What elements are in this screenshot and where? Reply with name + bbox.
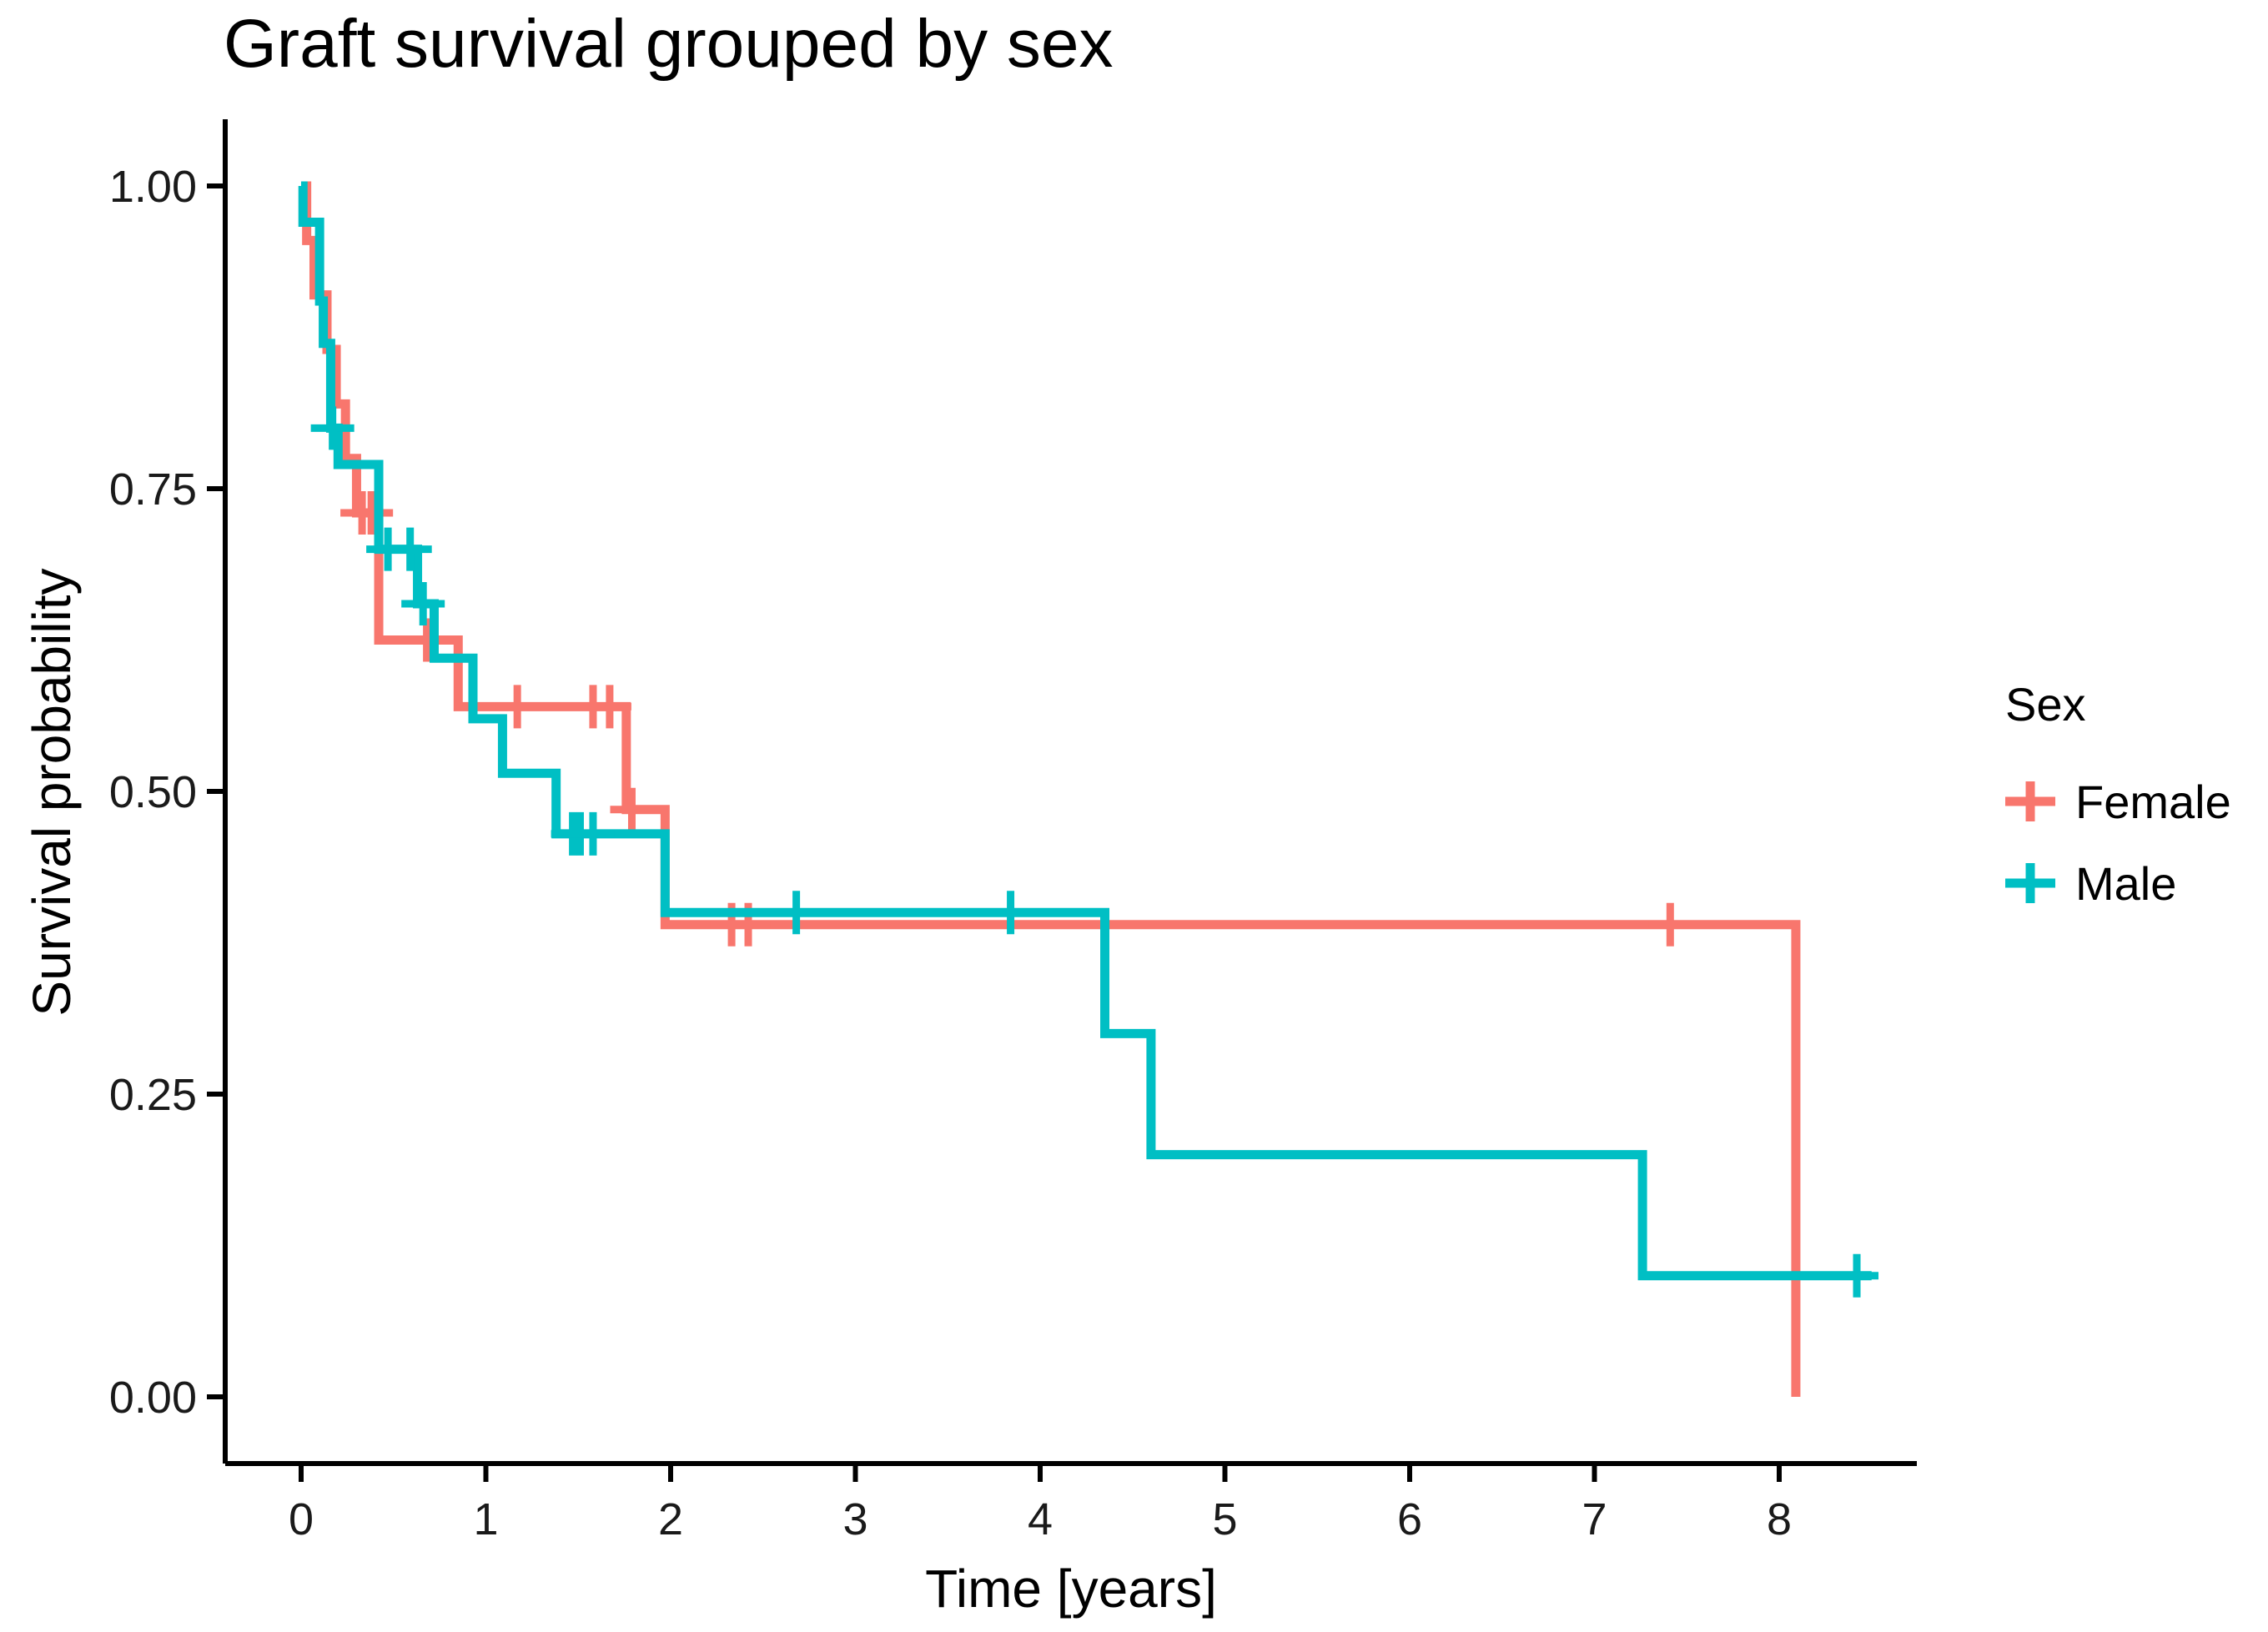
x-tick-label: 3 <box>842 1494 867 1544</box>
x-tick-label: 6 <box>1397 1494 1422 1544</box>
x-tick-label: 1 <box>473 1494 498 1544</box>
censor-mark-female <box>405 618 449 662</box>
censor-mark-female <box>1648 902 1692 947</box>
female-plus-icon <box>2005 781 2055 821</box>
x-tick-label: 2 <box>658 1494 683 1544</box>
x-tick-label: 0 <box>289 1494 314 1544</box>
censor-mark-male <box>774 891 818 935</box>
censor-mark-female <box>610 787 654 831</box>
y-tick-label: 0.50 <box>109 767 197 817</box>
censor-mark-male <box>388 527 432 571</box>
legend-label-female: Female <box>2075 775 2231 828</box>
x-axis-title: Time [years] <box>925 1559 1217 1619</box>
y-tick-label: 1.00 <box>109 162 197 212</box>
censor-mark-male <box>988 891 1033 935</box>
legend-item-male: Male <box>2004 856 2267 910</box>
censor-mark-female <box>495 685 540 729</box>
legend-title: Sex <box>2005 678 2086 731</box>
censor-mark-male <box>571 811 615 856</box>
censor-mark-female <box>587 685 631 729</box>
survival-curve-female <box>301 181 1801 1397</box>
censor-mark-female <box>350 491 394 535</box>
plot-title: Graft survival grouped by sex <box>224 6 1114 82</box>
y-axis-title: Survival probability <box>22 568 82 1017</box>
x-tick-label: 7 <box>1582 1494 1607 1544</box>
legend-item-female: Female <box>2004 775 2267 828</box>
censor-mark-male <box>310 406 355 450</box>
x-tick-label: 8 <box>1767 1494 1792 1544</box>
male-plus-icon <box>2005 863 2055 903</box>
y-tick-label: 0.00 <box>109 1373 197 1423</box>
x-tick-label: 5 <box>1212 1494 1237 1544</box>
y-tick-label: 0.25 <box>109 1070 197 1120</box>
survival-curve-male <box>298 181 1872 1281</box>
legend: Sex Female Male <box>2004 677 2267 938</box>
x-tick-label: 4 <box>1028 1494 1053 1544</box>
censor-mark-male <box>1835 1253 1879 1298</box>
censor-mark-male <box>401 581 445 625</box>
y-tick-label: 0.75 <box>109 464 197 515</box>
legend-label-male: Male <box>2075 856 2177 910</box>
